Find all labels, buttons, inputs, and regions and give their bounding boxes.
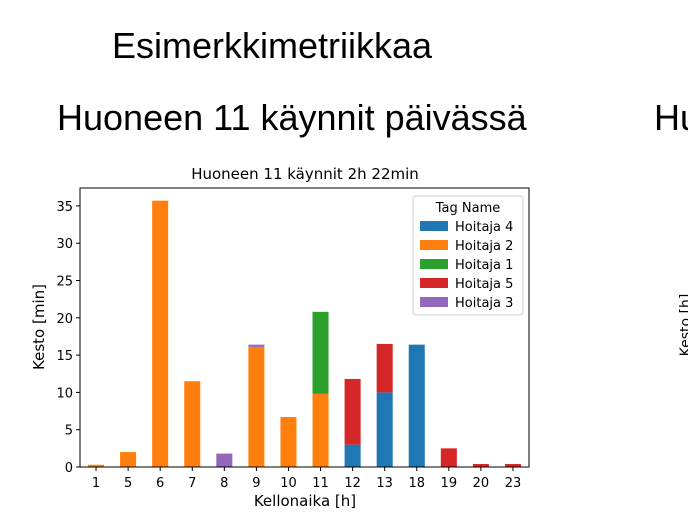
legend-label: Hoitaja 3 <box>455 296 513 311</box>
next-panel-title: Hu <box>654 97 688 138</box>
legend-swatch <box>420 278 448 288</box>
slide-subtitle: Huoneen 11 käynnit päivässä <box>57 97 528 138</box>
x-tick-label: 12 <box>344 476 361 491</box>
plot-frame <box>79 187 530 468</box>
x-tick-label: 23 <box>505 476 522 491</box>
x-tick-label: 7 <box>188 476 196 491</box>
y-tick-label: 10 <box>56 386 73 401</box>
legend-label: Hoitaja 4 <box>455 220 513 235</box>
legend-label: Hoitaja 1 <box>455 258 513 273</box>
x-tick-label: 5 <box>124 476 132 491</box>
bar-segment <box>344 378 361 445</box>
bar-segment <box>312 311 329 394</box>
bar-segment <box>280 417 297 467</box>
x-tick-label: 8 <box>220 476 228 491</box>
x-tick-label: 20 <box>473 476 490 491</box>
bar-segment <box>504 464 521 467</box>
bar-segment <box>344 444 361 467</box>
legend-label: Hoitaja 5 <box>455 277 513 292</box>
x-tick-label: 18 <box>408 476 425 491</box>
bar-segment <box>248 344 265 347</box>
bar-segment <box>88 464 105 467</box>
legend-label: Hoitaja 2 <box>455 239 513 254</box>
y-tick-label: 15 <box>56 349 73 364</box>
y-tick-label: 5 <box>65 424 73 439</box>
bar-segment <box>408 344 425 467</box>
slide-title: Esimerkkimetriikkaa <box>112 25 433 66</box>
bar-segment <box>120 452 137 467</box>
bar-segment <box>248 346 265 467</box>
x-tick-label: 19 <box>441 476 458 491</box>
next-panel-y-label: Kesto [h] <box>678 294 688 357</box>
legend-swatch <box>420 240 448 250</box>
legend-title: Tag Name <box>435 201 501 216</box>
legend-swatch <box>420 259 448 269</box>
y-tick-label: 20 <box>56 312 73 327</box>
x-tick-label: 11 <box>312 476 329 491</box>
chart-title: Huoneen 11 käynnit 2h 22min <box>191 165 419 183</box>
legend-swatch <box>420 221 448 231</box>
x-tick-label: 13 <box>376 476 393 491</box>
x-tick-label: 6 <box>156 476 164 491</box>
bar-segment <box>376 392 393 467</box>
bar-segment <box>376 343 393 393</box>
x-axis-label: Kellonaika [h] <box>254 492 356 510</box>
y-tick-label: 30 <box>56 237 73 252</box>
y-tick-label: 35 <box>56 200 73 215</box>
x-tick-label: 10 <box>280 476 297 491</box>
y-tick-label: 0 <box>65 461 73 476</box>
x-tick-label: 9 <box>252 476 260 491</box>
bar-segment <box>472 464 489 467</box>
legend-swatch <box>420 297 448 307</box>
y-tick-label: 25 <box>56 275 73 290</box>
y-axis-label: Kesto [min] <box>30 284 48 370</box>
bar-segment <box>440 448 457 467</box>
bar-segment <box>312 393 329 467</box>
bar-segment <box>152 200 169 467</box>
x-tick-label: 1 <box>92 476 100 491</box>
bar-segment <box>184 381 201 467</box>
bar-segment <box>216 453 233 467</box>
